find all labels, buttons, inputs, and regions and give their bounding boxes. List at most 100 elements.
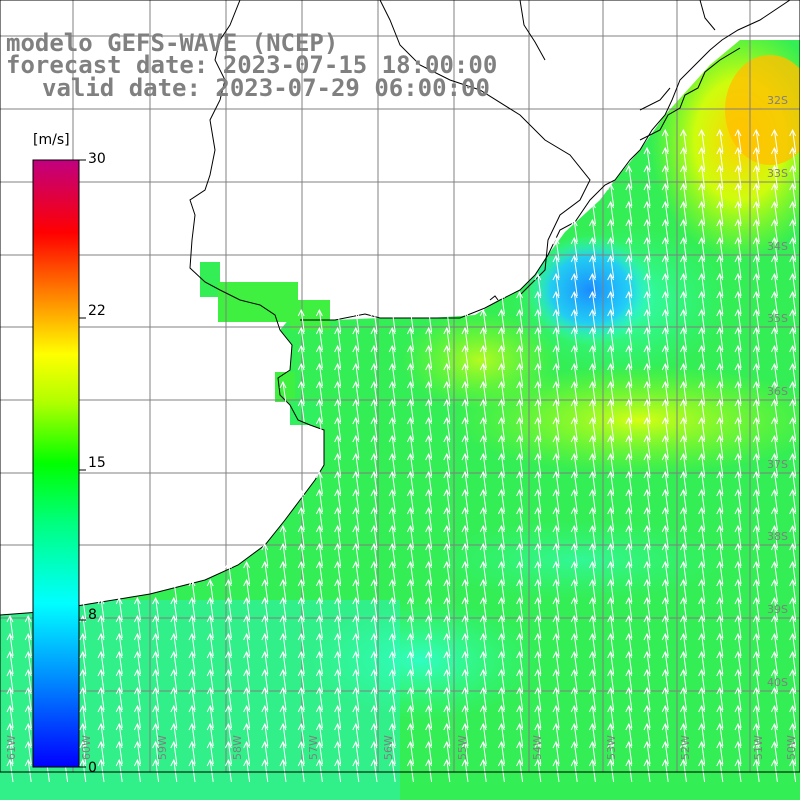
wind-arrow (370, 362, 378, 387)
wind-arrow (479, 308, 487, 333)
wind-arrow (352, 560, 360, 585)
wind-arrow (297, 596, 305, 621)
wind-arrow (461, 434, 469, 459)
wind-arrow (716, 308, 724, 333)
wind-arrow (133, 740, 141, 765)
wind-arrow (607, 200, 615, 225)
wind-arrow (552, 380, 560, 405)
wind-arrow (734, 398, 742, 423)
wind-arrow (534, 758, 542, 783)
wind-arrow (698, 614, 706, 639)
wind-arrow (570, 218, 578, 243)
wind-arrow (388, 344, 396, 369)
wind-arrow (388, 650, 396, 675)
wind-arrow (315, 650, 323, 675)
wind-arrow (643, 236, 651, 261)
wind-arrow (406, 632, 414, 657)
wind-arrow (734, 614, 742, 639)
wind-arrow (315, 506, 323, 531)
wind-arrow (479, 578, 487, 603)
wind-arrow (425, 380, 433, 405)
wind-arrows (6, 128, 797, 783)
wind-arrow (315, 398, 323, 423)
wind-arrow (352, 704, 360, 729)
wind-arrow (334, 614, 342, 639)
wind-arrow (643, 614, 651, 639)
wind-arrow (115, 686, 123, 711)
wind-arrow (133, 668, 141, 693)
wind-arrow (698, 434, 706, 459)
wind-arrow (406, 398, 414, 423)
wind-arrow (679, 128, 687, 153)
wind-arrow (406, 380, 414, 405)
wind-arrow (679, 668, 687, 693)
wind-arrow (789, 416, 797, 441)
wind-arrow (479, 506, 487, 531)
wind-arrow (79, 704, 87, 729)
wind-arrow (643, 722, 651, 747)
wind-arrow (370, 506, 378, 531)
wind-arrow (716, 362, 724, 387)
wind-arrow (243, 632, 251, 657)
wind-arrow (625, 452, 633, 477)
wind-arrow (607, 290, 615, 315)
wind-arrow (770, 434, 778, 459)
wind-arrow (479, 524, 487, 549)
wind-arrow (789, 434, 797, 459)
wind-arrow (643, 506, 651, 531)
wind-arrow (752, 578, 760, 603)
wind-arrow (115, 722, 123, 747)
wind-arrow (679, 704, 687, 729)
wind-arrow (789, 290, 797, 315)
wind-arrow (425, 362, 433, 387)
wind-arrow (789, 362, 797, 387)
wind-arrow (297, 362, 305, 387)
wind-arrow (789, 524, 797, 549)
wind-arrow (588, 452, 596, 477)
wind-arrow (261, 542, 269, 567)
wind-arrow (79, 632, 87, 657)
lon-label: 61W (5, 735, 18, 760)
wind-arrow (352, 470, 360, 495)
wind-arrow (315, 344, 323, 369)
forecast-date: forecast date: 2023-07-15 18:00:00 (6, 51, 498, 79)
wind-arrow (734, 416, 742, 441)
wind-arrow (734, 686, 742, 711)
wind-arrow (461, 506, 469, 531)
wind-arrow (570, 326, 578, 351)
wind-arrow (661, 326, 669, 351)
wind-arrow (661, 524, 669, 549)
wind-arrow (752, 362, 760, 387)
wind-arrow (97, 758, 105, 783)
wind-arrow (570, 614, 578, 639)
wind-arrow (552, 272, 560, 297)
wind-arrow (297, 560, 305, 585)
wind-arrow (661, 686, 669, 711)
wind-arrow (552, 686, 560, 711)
wind-arrow (789, 128, 797, 153)
wind-arrow (716, 254, 724, 279)
wind-arrow (789, 218, 797, 243)
wind-arrow (170, 632, 178, 657)
wind-arrow (516, 722, 524, 747)
wind-arrow (588, 740, 596, 765)
wind-arrow (625, 686, 633, 711)
wind-arrow (661, 452, 669, 477)
wind-arrow (534, 506, 542, 531)
lon-label: 53W (605, 735, 618, 760)
wind-arrow (115, 632, 123, 657)
wind-arrow (625, 704, 633, 729)
lon-label: 58W (231, 735, 244, 760)
wind-arrow (570, 668, 578, 693)
wind-arrow (734, 470, 742, 495)
wind-arrow (479, 668, 487, 693)
wind-arrow (516, 668, 524, 693)
wind-arrow (752, 326, 760, 351)
wind-arrow (534, 434, 542, 459)
wind-arrow (625, 344, 633, 369)
wind-arrow (716, 218, 724, 243)
wind-arrow (552, 488, 560, 513)
wind-arrow (643, 578, 651, 603)
wind-arrow (534, 686, 542, 711)
